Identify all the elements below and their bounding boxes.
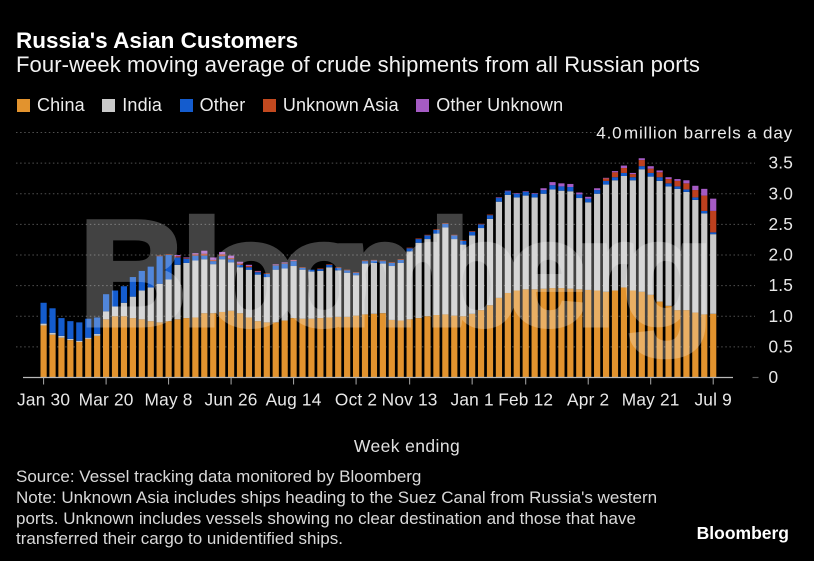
svg-text:Feb 12: Feb 12: [498, 390, 553, 410]
svg-text:Nov 13: Nov 13: [382, 390, 438, 410]
svg-text:2.0: 2.0: [769, 245, 794, 265]
svg-text:Jan 30: Jan 30: [17, 390, 70, 410]
svg-text:Apr 2: Apr 2: [567, 390, 609, 410]
svg-text:0: 0: [769, 367, 779, 387]
svg-text:0.5: 0.5: [769, 336, 794, 356]
svg-text:1.0: 1.0: [769, 306, 794, 326]
svg-text:2.5: 2.5: [769, 214, 794, 234]
svg-text:1.5: 1.5: [769, 275, 794, 295]
svg-text:4.0million barrels a day: 4.0million barrels a day: [596, 124, 793, 143]
svg-text:Oct 2: Oct 2: [335, 390, 377, 410]
svg-text:Aug 14: Aug 14: [266, 390, 322, 410]
svg-text:May 8: May 8: [145, 390, 193, 410]
svg-text:Mar 20: Mar 20: [79, 390, 134, 410]
svg-text:Jul 9: Jul 9: [694, 390, 732, 410]
svg-text:Jan 1: Jan 1: [450, 390, 493, 410]
svg-text:Jun 26: Jun 26: [205, 390, 258, 410]
svg-text:3.0: 3.0: [769, 183, 794, 203]
svg-text:Bloomberg: Bloomberg: [79, 189, 714, 357]
svg-text:May 21: May 21: [622, 390, 680, 410]
svg-text:3.5: 3.5: [769, 153, 794, 173]
